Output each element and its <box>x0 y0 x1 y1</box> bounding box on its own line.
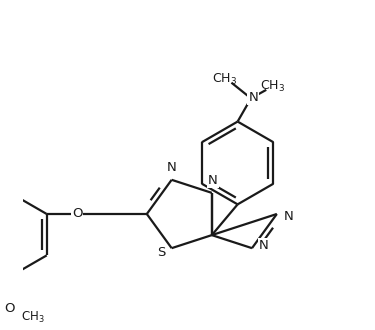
Text: CH$_3$: CH$_3$ <box>21 310 45 325</box>
Text: O: O <box>72 208 82 220</box>
Text: N: N <box>259 240 268 252</box>
Text: S: S <box>157 246 165 259</box>
Text: N: N <box>284 210 293 223</box>
Text: O: O <box>4 303 15 315</box>
Text: N: N <box>208 174 218 187</box>
Text: CH$_3$: CH$_3$ <box>260 79 285 94</box>
Text: N: N <box>248 91 258 104</box>
Text: N: N <box>167 161 177 174</box>
Text: CH$_3$: CH$_3$ <box>212 72 237 87</box>
